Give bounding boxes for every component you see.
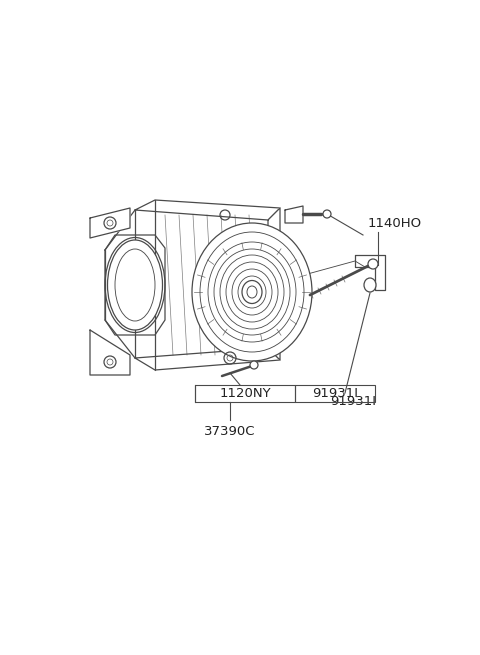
Ellipse shape bbox=[368, 259, 378, 269]
Polygon shape bbox=[135, 348, 280, 370]
Polygon shape bbox=[135, 200, 280, 220]
Polygon shape bbox=[90, 330, 130, 375]
Polygon shape bbox=[285, 206, 303, 223]
Ellipse shape bbox=[323, 210, 331, 218]
Polygon shape bbox=[90, 208, 130, 238]
Bar bbox=[195, 385, 295, 402]
Text: 1140HO: 1140HO bbox=[368, 217, 422, 230]
Polygon shape bbox=[355, 255, 385, 290]
Ellipse shape bbox=[108, 240, 163, 330]
Text: 91931I: 91931I bbox=[330, 395, 376, 408]
Ellipse shape bbox=[192, 223, 312, 361]
Polygon shape bbox=[268, 208, 280, 360]
Text: 91931I: 91931I bbox=[312, 387, 358, 400]
Ellipse shape bbox=[364, 278, 376, 292]
Polygon shape bbox=[105, 235, 165, 335]
Bar bbox=[295, 385, 375, 402]
Ellipse shape bbox=[247, 286, 257, 298]
Ellipse shape bbox=[250, 361, 258, 369]
Text: 1120NY: 1120NY bbox=[219, 387, 271, 400]
Ellipse shape bbox=[242, 280, 262, 303]
Text: 37390C: 37390C bbox=[204, 425, 256, 438]
